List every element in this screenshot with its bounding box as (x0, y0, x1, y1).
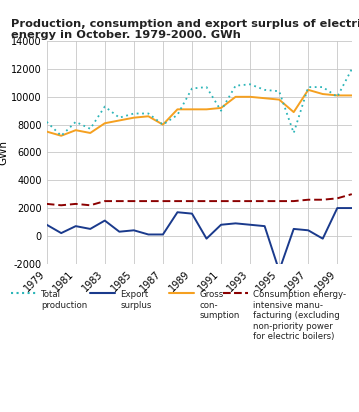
Y-axis label: GWh: GWh (0, 140, 8, 165)
Text: Total
production: Total production (41, 290, 88, 310)
Text: Gross
con-
sumption: Gross con- sumption (199, 290, 239, 320)
Text: Consumption energy-
intensive manu-
facturing (excluding
non-priority power
for : Consumption energy- intensive manu- fact… (253, 290, 346, 341)
Text: Export
surplus: Export surplus (120, 290, 151, 310)
Text: Production, consumption and export surplus of electric
energy in October. 1979-2: Production, consumption and export surpl… (11, 19, 359, 40)
